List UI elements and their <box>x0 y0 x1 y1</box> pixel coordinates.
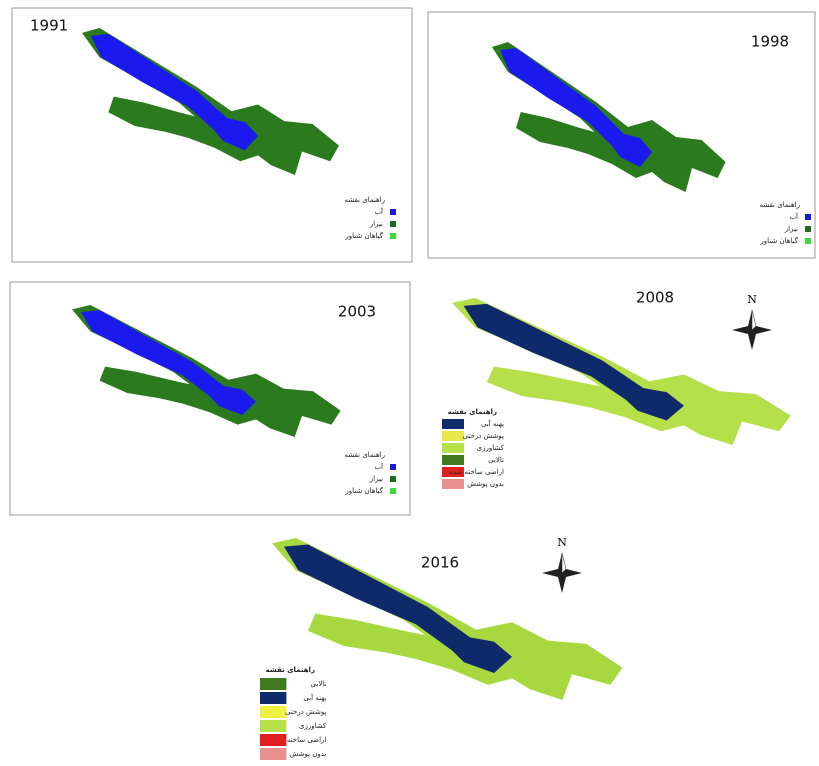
legend-swatch <box>442 455 464 465</box>
legend-label: گیاهان شناور <box>759 236 798 245</box>
map-year: 2008 <box>636 289 674 307</box>
legend-swatch <box>805 214 811 220</box>
legend-swatch <box>805 238 811 244</box>
legend-swatch <box>442 443 464 453</box>
legend-title: راهنمای نقشه <box>345 451 386 459</box>
legend-title: راهنمای نقشه <box>266 666 315 674</box>
compass-label: N <box>557 536 567 549</box>
legend-label: آب <box>789 212 799 221</box>
legend-swatch <box>260 734 286 746</box>
legend-label: پهنه آبی <box>303 693 326 702</box>
legend-swatch <box>260 748 286 760</box>
map-year: 1991 <box>30 17 68 35</box>
legend-label: پوشش درختی <box>463 432 504 440</box>
legend-swatch <box>442 431 464 441</box>
legend-label: پهنه آبی <box>481 419 504 428</box>
legend-label: کشاورزی <box>299 722 327 730</box>
legend-swatch <box>390 464 396 470</box>
legend-label: نیزار <box>369 220 383 228</box>
map <box>72 28 791 700</box>
legend-swatch <box>260 720 286 732</box>
map-year: 2003 <box>338 303 376 321</box>
figure: 1991 راهنمای نقشه آب نیزار گیاهان شناور 1998 ر… <box>0 0 819 762</box>
legend-label: تالابی <box>311 680 327 688</box>
legend-swatch <box>805 226 811 232</box>
legend-label: کشاورزی <box>477 444 505 452</box>
legend-label: گیاهان شناور <box>344 486 383 495</box>
legend-label: نیزار <box>369 475 383 483</box>
legend-title: راهنمای نقشه <box>760 201 801 209</box>
legend-label: اراضی ساخته <box>287 736 327 744</box>
legend-title: راهنمای نقشه <box>345 196 386 204</box>
legend-label: آب <box>374 207 384 216</box>
legend-label: اراضی ساخته شده <box>449 468 504 476</box>
legend-swatch <box>390 221 396 227</box>
legend-label: بدون پوشش <box>290 750 327 758</box>
legend-label: بدون پوشش <box>467 480 504 488</box>
legend-swatch <box>442 479 464 489</box>
legend-swatch <box>260 706 286 718</box>
legend-swatch <box>390 488 396 494</box>
legend-label: پوشش درختی <box>285 708 326 716</box>
map-year: 1998 <box>751 33 789 51</box>
legend-swatch <box>390 476 396 482</box>
legend-swatch <box>260 692 286 704</box>
map-year: 2016 <box>421 554 459 572</box>
legend-swatch <box>260 678 286 690</box>
legend-title: راهنمای نقشه <box>448 408 497 416</box>
legend-swatch <box>442 419 464 429</box>
legend-label: گیاهان شناور <box>344 231 383 240</box>
legend-swatch <box>390 209 396 215</box>
legend-label: تالابی <box>488 456 504 464</box>
legend-label: آب <box>374 462 384 471</box>
legend-swatch <box>390 233 396 239</box>
compass-label: N <box>747 293 757 306</box>
legend-label: نیزار <box>784 225 798 233</box>
